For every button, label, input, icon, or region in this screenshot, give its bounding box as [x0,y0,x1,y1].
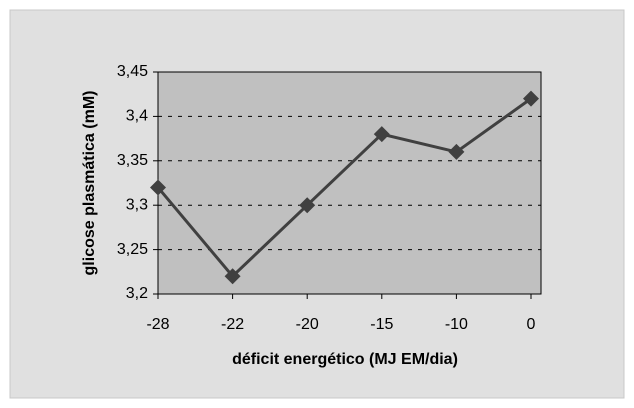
marker [523,90,539,107]
y-axis-label: glicose plasmática (mM) [81,91,98,276]
y-tick-label: 3,35 [117,152,148,169]
y-tick-label: 3,45 [117,63,148,80]
y-tick-label: 3,3 [126,196,148,213]
x-tick-label: -28 [146,316,169,333]
marker [150,179,166,196]
x-tick-label: -10 [445,316,468,333]
marker [448,143,465,160]
x-tick-label: -20 [296,316,319,333]
y-tick-label: 3,4 [126,108,148,125]
x-tick-label: -22 [221,316,244,333]
x-axis-label: déficit energético (MJ EM/dia) [232,351,458,368]
marker [224,268,241,285]
marker [299,197,316,214]
line [156,97,532,279]
marker [373,126,390,143]
y-tick-label: 3,2 [126,285,148,302]
y-tick-label: 3,25 [117,241,148,258]
x-tick-label: -15 [370,316,393,333]
plot-area [157,71,542,295]
x-tick-label: 0 [527,316,536,333]
